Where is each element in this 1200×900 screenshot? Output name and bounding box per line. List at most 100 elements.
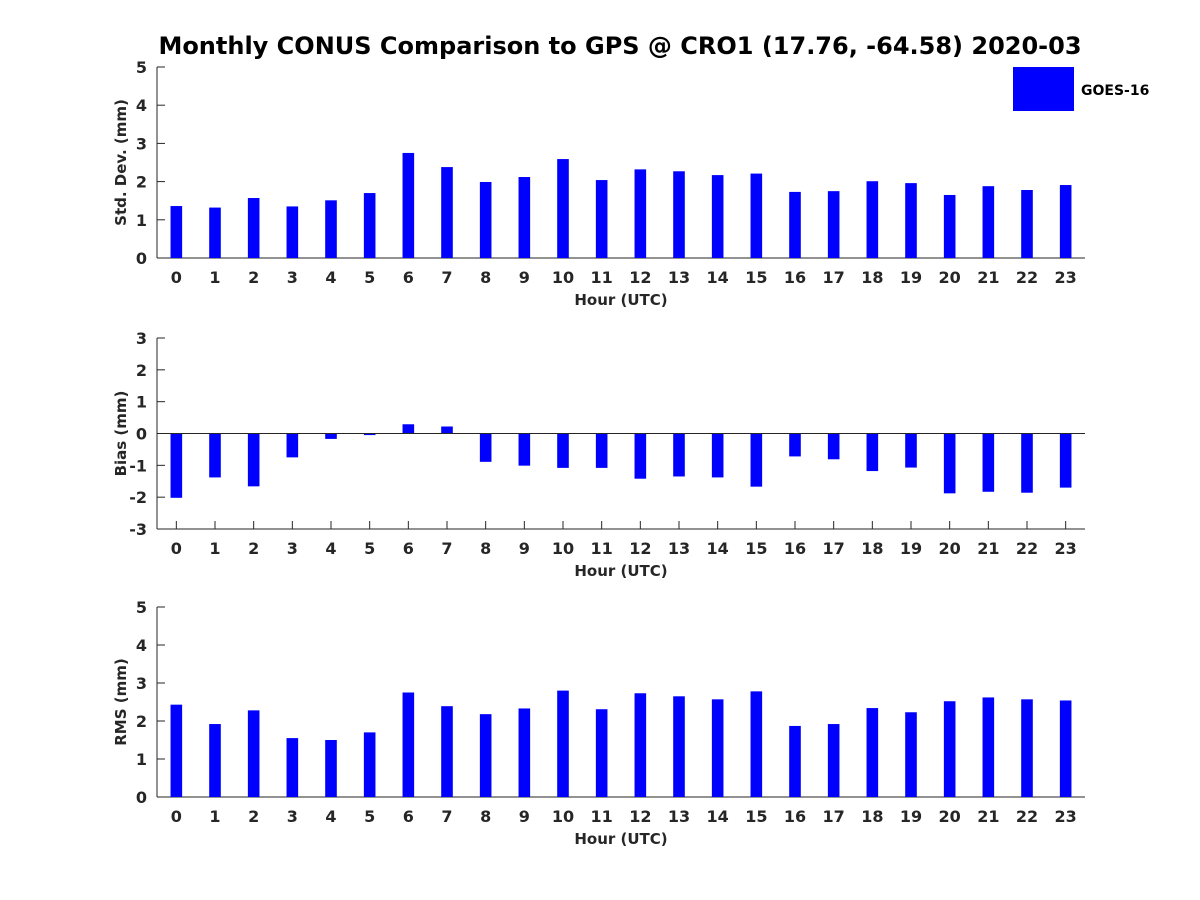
bar-rms-6 <box>402 692 415 797</box>
bar-bias-19 <box>905 433 917 468</box>
x-tick-label: 1 <box>209 807 220 826</box>
bar-std-21 <box>982 186 995 258</box>
bar-std-2 <box>247 198 260 258</box>
x-axis-label: Hour (UTC) <box>574 291 667 309</box>
y-tick-label: 1 <box>136 393 147 412</box>
chart-title: Monthly CONUS Comparison to GPS @ CRO1 (… <box>158 32 1081 60</box>
x-tick-label: 9 <box>519 807 530 826</box>
bar-bias-13 <box>673 433 685 477</box>
bar-std-15 <box>750 173 763 258</box>
x-tick-label: 0 <box>171 807 182 826</box>
x-tick-label: 14 <box>707 807 729 826</box>
y-tick-label: -2 <box>129 488 147 507</box>
y-axis-label: Std. Dev. (mm) <box>112 99 130 226</box>
bar-std-19 <box>905 183 917 258</box>
bar-std-17 <box>827 191 840 258</box>
x-tick-label: 0 <box>171 539 182 558</box>
x-tick-label: 10 <box>552 268 574 287</box>
x-tick-label: 14 <box>707 539 729 558</box>
x-tick-label: 7 <box>441 268 452 287</box>
x-tick-label: 2 <box>248 268 259 287</box>
y-tick-label: 2 <box>136 361 147 380</box>
x-tick-label: 22 <box>1016 539 1038 558</box>
x-tick-label: 15 <box>745 807 767 826</box>
y-tick-label: 3 <box>136 329 147 348</box>
bar-bias-15 <box>750 433 763 487</box>
bar-bias-0 <box>170 433 183 498</box>
bar-std-4 <box>325 200 337 258</box>
x-tick-label: 22 <box>1016 807 1038 826</box>
bar-rms-0 <box>170 704 183 797</box>
x-tick-label: 3 <box>287 268 298 287</box>
y-tick-label: 2 <box>136 712 147 731</box>
legend-label: GOES-16 <box>1081 83 1149 99</box>
y-tick-label: -1 <box>129 456 147 475</box>
bar-bias-7 <box>441 426 453 434</box>
x-axis-label: Hour (UTC) <box>574 562 667 580</box>
bar-rms-1 <box>209 724 221 797</box>
x-tick-label: 11 <box>591 807 613 826</box>
x-tick-label: 6 <box>403 268 414 287</box>
bar-bias-11 <box>595 433 608 468</box>
bar-rms-16 <box>789 725 801 797</box>
x-tick-label: 18 <box>861 268 883 287</box>
bar-bias-14 <box>711 433 724 478</box>
bar-bias-10 <box>557 433 569 468</box>
x-tick-label: 16 <box>784 268 806 287</box>
bar-rms-3 <box>286 738 299 797</box>
bar-rms-7 <box>441 706 453 797</box>
bar-bias-2 <box>247 433 260 487</box>
x-tick-label: 18 <box>861 539 883 558</box>
x-tick-label: 8 <box>480 268 491 287</box>
bar-rms-20 <box>943 701 956 797</box>
x-tick-label: 10 <box>552 807 574 826</box>
x-tick-label: 4 <box>325 539 336 558</box>
x-tick-label: 21 <box>977 268 999 287</box>
bar-std-23 <box>1059 185 1072 258</box>
x-tick-label: 2 <box>248 807 259 826</box>
bar-std-20 <box>943 194 956 258</box>
x-tick-label: 21 <box>977 807 999 826</box>
x-tick-label: 14 <box>707 268 729 287</box>
x-tick-label: 5 <box>364 268 375 287</box>
y-tick-label: 2 <box>136 173 147 192</box>
bar-bias-5 <box>363 433 376 436</box>
bar-rms-23 <box>1059 700 1072 797</box>
bar-bias-18 <box>866 433 879 472</box>
x-tick-label: 0 <box>171 268 182 287</box>
bar-bias-12 <box>634 433 647 479</box>
x-tick-label: 5 <box>364 539 375 558</box>
bar-std-14 <box>711 175 724 258</box>
y-tick-label: 0 <box>136 425 147 444</box>
bar-std-18 <box>866 181 879 258</box>
bar-std-10 <box>557 159 569 258</box>
x-tick-label: 23 <box>1055 539 1077 558</box>
x-tick-label: 18 <box>861 807 883 826</box>
x-tick-label: 12 <box>629 807 651 826</box>
legend: GOES-16 <box>1013 67 1149 111</box>
bar-rms-22 <box>1021 699 1033 797</box>
bar-bias-22 <box>1021 433 1033 493</box>
x-axis-label: Hour (UTC) <box>574 830 667 848</box>
y-tick-label: 1 <box>136 211 147 230</box>
bar-std-0 <box>170 206 183 258</box>
x-tick-label: 11 <box>591 268 613 287</box>
bar-rms-4 <box>325 740 337 797</box>
y-tick-label: 3 <box>136 674 147 693</box>
bar-rms-17 <box>827 724 840 797</box>
y-axis-label: Bias (mm) <box>112 391 130 477</box>
bar-rms-10 <box>557 690 569 797</box>
x-tick-label: 19 <box>900 268 922 287</box>
x-tick-label: 6 <box>403 807 414 826</box>
bar-std-16 <box>789 191 801 258</box>
x-tick-label: 19 <box>900 807 922 826</box>
bar-std-9 <box>518 177 531 258</box>
x-tick-label: 16 <box>784 807 806 826</box>
x-tick-label: 19 <box>900 539 922 558</box>
bar-rms-19 <box>905 712 917 797</box>
x-tick-label: 23 <box>1055 807 1077 826</box>
bar-std-13 <box>673 171 685 258</box>
